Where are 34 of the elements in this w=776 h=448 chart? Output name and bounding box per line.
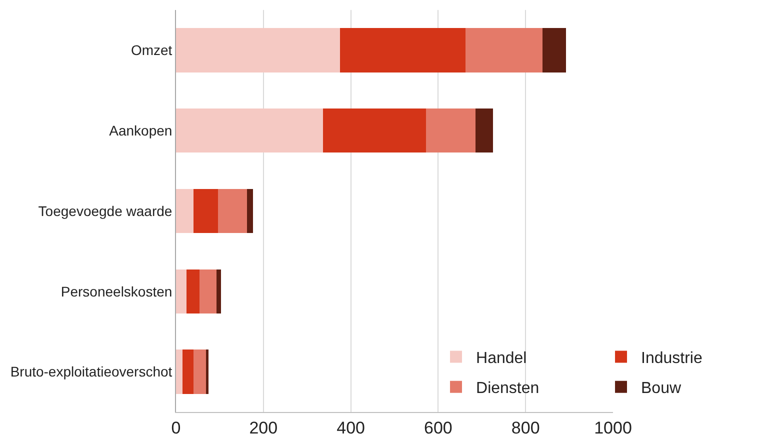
x-tick-label: 600	[424, 418, 452, 438]
x-tick-label: 1000	[594, 418, 632, 438]
bar	[176, 108, 323, 153]
legend-label: Handel	[476, 350, 527, 367]
x-tick-label: 200	[249, 418, 278, 438]
bar	[218, 188, 247, 234]
legend-label: Bouw	[641, 380, 682, 398]
y-tick-label: Bruto-exploitatieoverschot	[10, 364, 172, 380]
y-tick-label: Omzet	[130, 42, 172, 58]
y-tick-label: Toegevoegde waarde	[38, 202, 172, 219]
bar	[542, 28, 566, 72]
bar	[426, 108, 476, 153]
bar	[246, 188, 253, 234]
bar	[193, 188, 218, 234]
bar	[176, 269, 186, 314]
x-tick-label: 800	[511, 418, 540, 438]
bar	[176, 188, 194, 234]
bar	[186, 269, 200, 314]
bar	[466, 28, 543, 72]
bar	[176, 350, 183, 394]
bar	[193, 350, 207, 394]
y-tick-label: Personeelskosten	[60, 283, 172, 300]
legend-label: Industrie	[641, 350, 702, 367]
x-tick-label: 400	[336, 418, 365, 438]
bar	[200, 269, 217, 314]
y-tick-label: Aankopen	[109, 122, 172, 138]
bar	[475, 108, 493, 153]
bar	[176, 28, 340, 72]
legend-label: Diensten	[476, 380, 540, 398]
x-tick-label: 0	[171, 418, 181, 438]
bar	[322, 108, 426, 153]
bar	[340, 28, 466, 72]
bar	[216, 269, 222, 314]
bar	[182, 350, 194, 394]
